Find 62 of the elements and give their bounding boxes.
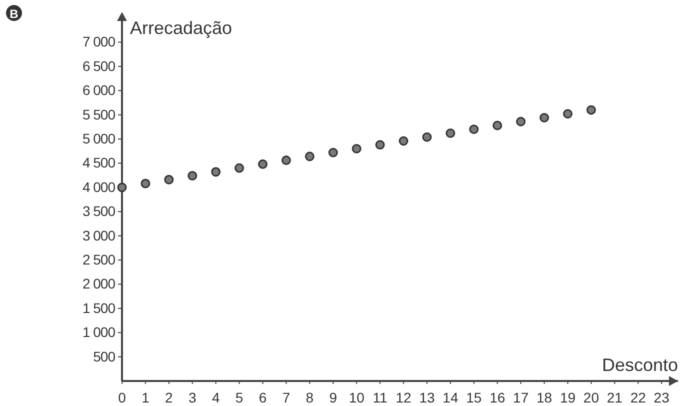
y-tick-label: 7 000	[82, 34, 116, 50]
x-tick-label: 12	[396, 389, 412, 406]
x-tick-label: 19	[560, 389, 576, 406]
point	[446, 128, 456, 138]
text: B	[10, 7, 19, 21]
point	[540, 112, 550, 122]
x-tick-label: 13	[419, 389, 435, 406]
point	[586, 105, 596, 115]
point	[164, 174, 174, 184]
x-tick-label: 0	[118, 389, 126, 406]
y-tick-label: 3 500	[82, 203, 116, 220]
x-tick-label: 16	[490, 389, 506, 406]
x-tick-label: 18	[536, 389, 552, 406]
point	[140, 178, 150, 188]
x-tick-label: 11	[372, 389, 388, 406]
point	[398, 136, 408, 146]
x-tick-label: 7	[282, 389, 290, 406]
x-tick-label: 14	[442, 389, 458, 406]
y-tick-label: 1 500	[82, 300, 116, 316]
point	[516, 116, 526, 126]
x-tick-label: 15	[466, 389, 482, 406]
y-tick-label: 2 500	[82, 251, 116, 268]
y-tick-label: 2 000	[82, 276, 116, 292]
point	[281, 156, 291, 166]
point	[352, 144, 362, 154]
x-tick-label: 21	[606, 389, 623, 406]
point	[188, 171, 198, 181]
x-tick-label: 1	[142, 389, 150, 406]
y-tick-label: 4 500	[82, 154, 116, 171]
point	[563, 109, 572, 119]
y-axis-title: Arrecadação	[130, 18, 232, 38]
x-tick-label: 5	[235, 389, 244, 406]
y-tick-label: 1 000	[82, 324, 116, 340]
x-tick-label: 20	[583, 389, 600, 406]
point	[234, 163, 244, 173]
y-tick-label: 500	[93, 348, 116, 364]
y-tick-label: 6 500	[82, 58, 116, 74]
x-tick-label: 9	[329, 389, 338, 406]
x-tick-label: 10	[348, 389, 365, 406]
x-tick-label: 2	[165, 389, 174, 406]
y-tick-label: 5 500	[82, 106, 116, 122]
point	[469, 124, 479, 134]
x-tick-label: 17	[513, 389, 529, 406]
y-tick-label: 5 000	[82, 130, 116, 146]
point	[492, 120, 502, 130]
y-tick-label: 3 000	[82, 227, 116, 244]
y-tick-label: 4 000	[82, 178, 116, 195]
point	[375, 140, 385, 150]
x-tick-label: 23	[654, 389, 670, 406]
x-tick-label: 4	[212, 389, 220, 406]
y-tick-label: 6 000	[82, 82, 116, 98]
point	[211, 167, 221, 177]
point	[304, 152, 314, 162]
point	[117, 182, 127, 192]
x-tick-label: 22	[630, 389, 646, 406]
x-axis-title: Desconto	[602, 355, 678, 375]
x-tick-label: 6	[258, 389, 267, 406]
point	[328, 148, 338, 158]
x-tick-label: 8	[306, 389, 314, 406]
point	[258, 159, 268, 169]
point	[422, 132, 432, 142]
x-tick-label: 3	[188, 389, 196, 406]
